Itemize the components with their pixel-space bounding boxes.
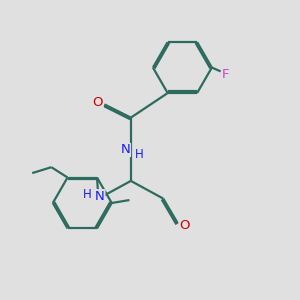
Text: H: H (83, 188, 92, 201)
Text: N: N (95, 190, 105, 203)
Text: O: O (179, 219, 190, 232)
Text: N: N (121, 143, 130, 157)
Text: F: F (222, 68, 230, 81)
Text: H: H (135, 148, 143, 161)
Text: O: O (93, 96, 103, 110)
